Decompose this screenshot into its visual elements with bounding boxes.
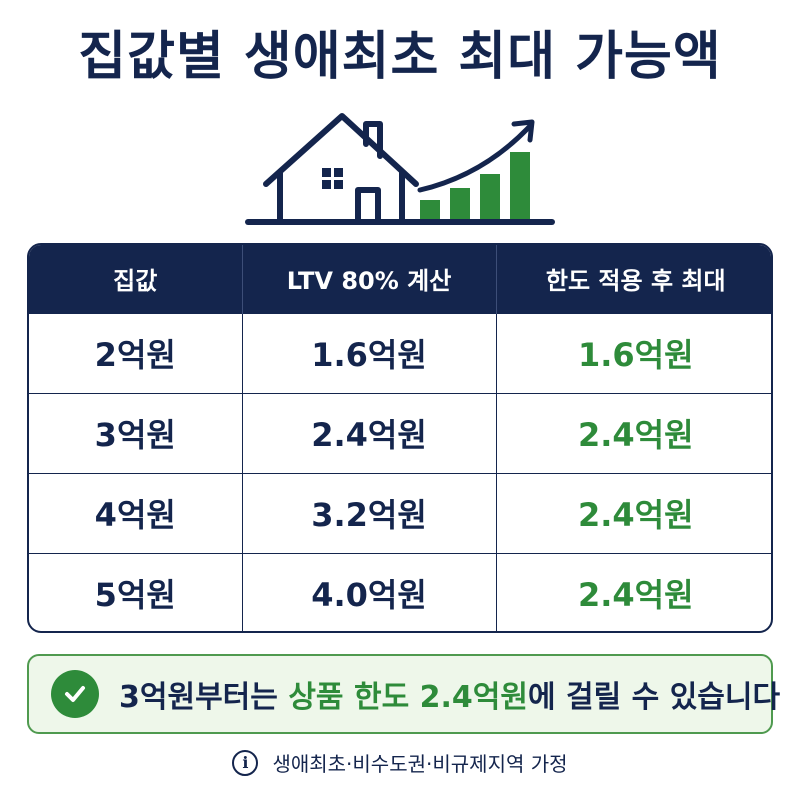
header-price: 집값 bbox=[29, 245, 242, 313]
cell-price: 2억원 bbox=[29, 313, 242, 393]
footnote-text: 생애최초·비수도권·비규제지역 가정 bbox=[272, 748, 567, 777]
cell-ltv: 1.6억원 bbox=[242, 313, 496, 393]
check-circle-icon bbox=[51, 670, 99, 718]
limit-notice: 3억원부터는 상품 한도 2.4억원에 걸릴 수 있습니다 bbox=[27, 654, 773, 734]
notice-text-part1: 3억원부터는 bbox=[119, 680, 288, 715]
cell-ltv: 4.0억원 bbox=[242, 553, 496, 633]
table-row: 2억원 1.6억원 1.6억원 bbox=[29, 313, 773, 393]
house-growth-illustration bbox=[244, 104, 556, 234]
window-icon bbox=[322, 168, 343, 189]
page-title: 집값별 생애최초 최대 가능액 bbox=[0, 14, 800, 89]
table-row: 4억원 3.2억원 2.4억원 bbox=[29, 473, 773, 553]
cell-ltv: 2.4억원 bbox=[242, 393, 496, 473]
notice-text-part2: 에 걸릴 수 있습니다 bbox=[528, 680, 780, 715]
table-row: 5억원 4.0억원 2.4억원 bbox=[29, 553, 773, 633]
cell-max: 1.6억원 bbox=[496, 313, 773, 393]
cell-price: 3억원 bbox=[29, 393, 242, 473]
cell-price: 4억원 bbox=[29, 473, 242, 553]
notice-highlight: 상품 한도 2.4억원 bbox=[288, 680, 528, 715]
assumption-footnote: i 생애최초·비수도권·비규제지역 가정 bbox=[0, 748, 800, 777]
header-ltv: LTV 80% 계산 bbox=[242, 245, 496, 313]
table-header-row: 집값 LTV 80% 계산 한도 적용 후 최대 bbox=[29, 245, 773, 313]
cell-price: 5억원 bbox=[29, 553, 242, 633]
price-table: 집값 LTV 80% 계산 한도 적용 후 최대 2억원 1.6억원 1.6억원… bbox=[27, 243, 773, 633]
cell-ltv: 3.2억원 bbox=[242, 473, 496, 553]
info-icon: i bbox=[232, 750, 258, 776]
cell-max: 2.4억원 bbox=[496, 553, 773, 633]
notice-text: 3억원부터는 상품 한도 2.4억원에 걸릴 수 있습니다 bbox=[119, 672, 780, 716]
header-max: 한도 적용 후 최대 bbox=[496, 245, 773, 313]
table-row: 3억원 2.4억원 2.4억원 bbox=[29, 393, 773, 473]
cell-max: 2.4억원 bbox=[496, 473, 773, 553]
cell-max: 2.4억원 bbox=[496, 393, 773, 473]
